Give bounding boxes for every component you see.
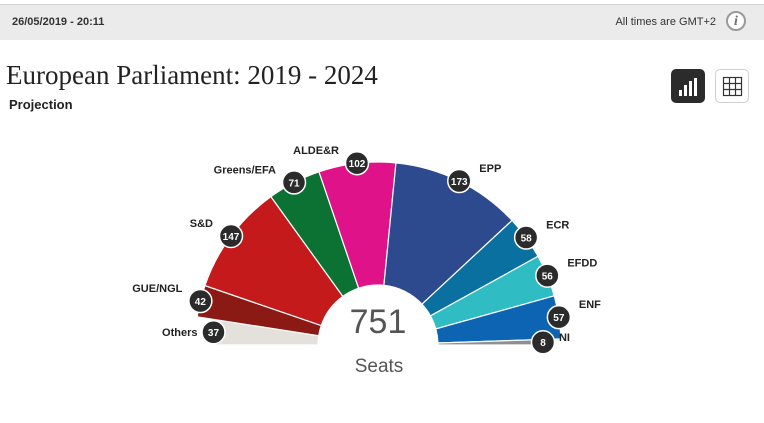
seat-count-label: 71	[288, 178, 300, 189]
total-seats-label: Seats	[355, 356, 404, 377]
timestamp: 26/05/2019 - 20:11	[12, 16, 105, 28]
seat-badge	[535, 263, 560, 288]
grid-icon	[722, 76, 743, 97]
party-label: ECR	[546, 220, 569, 232]
seat-badge	[281, 170, 307, 195]
seat-badge	[513, 225, 539, 250]
seat-badge	[447, 168, 472, 194]
seat-count-label: 102	[349, 159, 366, 170]
party-label: NI	[559, 332, 570, 344]
party-label: ENF	[579, 299, 601, 311]
page-subtitle: Projection	[9, 97, 73, 112]
seat-badge	[188, 288, 213, 314]
timezone-note: All times are GMT+2	[615, 16, 716, 28]
info-icon[interactable]: i	[726, 11, 746, 31]
seat-count-label: 37	[208, 328, 220, 339]
party-label: Others	[162, 327, 197, 339]
party-label: Greens/EFA	[214, 164, 276, 176]
seat-count-label: 58	[521, 234, 533, 245]
table-view-button[interactable]	[715, 69, 749, 103]
party-label: EFDD	[567, 258, 597, 270]
seat-count-label: 173	[451, 177, 468, 188]
party-label: GUE/NGL	[132, 283, 182, 295]
bar-chart-icon	[679, 78, 697, 96]
seat-count-label: 57	[553, 313, 565, 324]
top-bar: 26/05/2019 - 20:11 All times are GMT+2 i	[0, 4, 764, 40]
total-seats-value: 751	[350, 303, 407, 341]
slice-epp[interactable]	[383, 162, 513, 306]
seat-count-label: 42	[195, 297, 207, 308]
party-label: EPP	[479, 163, 501, 175]
seat-count-label: 56	[542, 272, 554, 283]
seat-badge	[201, 319, 226, 345]
seat-badge	[546, 304, 572, 330]
party-label: ALDE&R	[293, 145, 339, 157]
seat-badge	[530, 329, 556, 355]
page-title: European Parliament: 2019 - 2024	[6, 60, 378, 90]
party-label: S&D	[190, 218, 213, 230]
seat-count-label: 147	[223, 232, 240, 243]
seat-count-label: 8	[540, 338, 546, 349]
chart-view-button[interactable]	[671, 69, 705, 103]
seat-badge	[218, 223, 244, 249]
seat-badge	[344, 150, 370, 176]
